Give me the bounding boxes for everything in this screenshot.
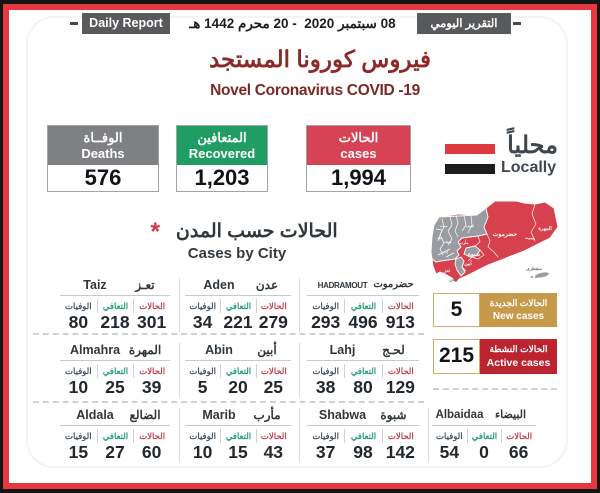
svg-text:حضرموت: حضرموت [493,232,517,238]
svg-text:المهرة: المهرة [538,226,552,232]
svg-text:إب: إب [444,250,448,255]
svg-text:ريموت: ريموت [525,236,535,241]
svg-text:حجة: حجة [437,236,443,240]
svg-text:تعز: تعز [443,268,451,274]
svg-text:صعدة: صعدة [440,224,448,228]
svg-text:سقطرى: سقطرى [526,266,542,272]
svg-text:الجوف: الجوف [466,224,475,228]
svg-text:شبوة: شبوة [468,252,480,258]
svg-text:مأرب: مأرب [459,239,468,246]
svg-text:صنعاء: صنعاء [444,240,452,244]
svg-text:عدن: عدن [449,277,458,282]
svg-text:أبين: أبين [464,259,472,267]
